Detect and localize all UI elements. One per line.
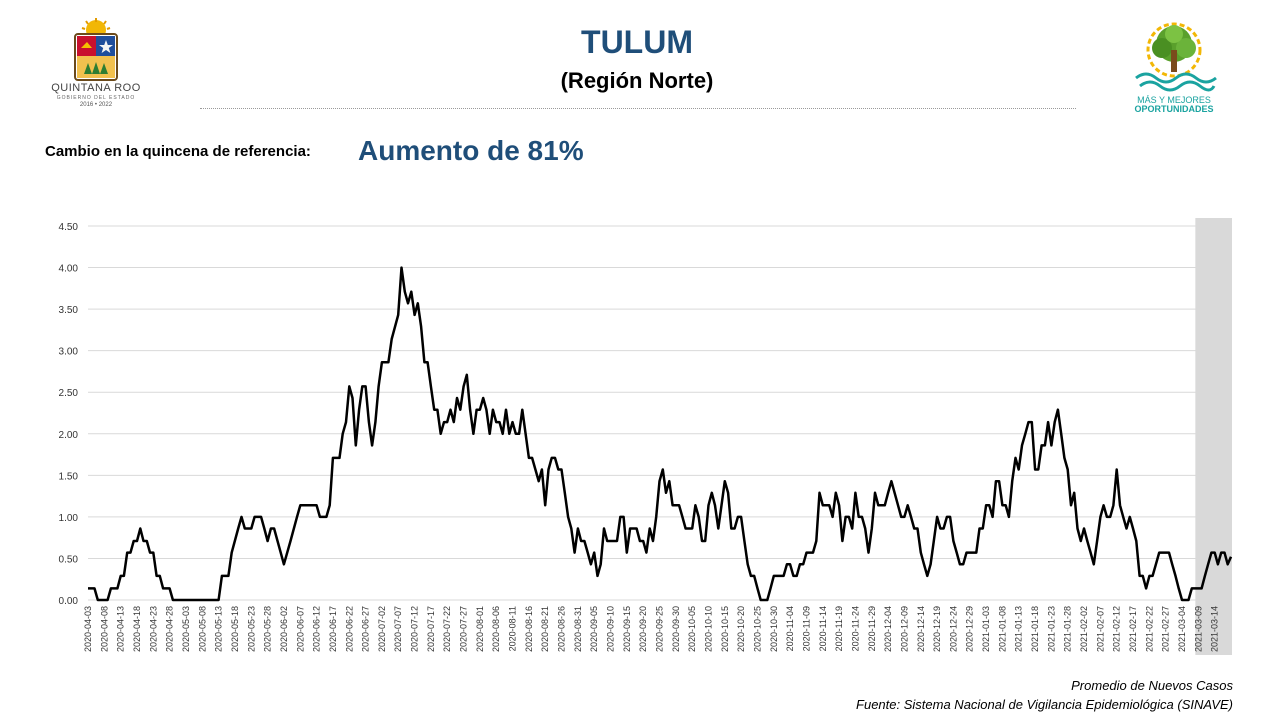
y-tick-label: 4.50 xyxy=(59,222,79,233)
x-tick-label: 2020-04-23 xyxy=(148,606,158,652)
x-tick-label: 2020-08-01 xyxy=(475,606,485,652)
x-tick-label: 2021-02-17 xyxy=(1128,606,1138,652)
x-tick-label: 2020-10-15 xyxy=(720,606,730,652)
x-tick-label: 2020-07-22 xyxy=(442,606,452,652)
x-tick-label: 2020-09-05 xyxy=(589,606,599,652)
tree-icon xyxy=(1135,22,1217,92)
x-tick-label: 2020-07-12 xyxy=(410,606,420,652)
y-tick-label: 1.50 xyxy=(59,471,79,482)
y-tick-label: 0.00 xyxy=(59,596,79,607)
y-tick-label: 0.50 xyxy=(59,554,79,565)
x-tick-label: 2020-09-10 xyxy=(606,606,616,652)
logo-tagline: GOBIERNO DEL ESTADO xyxy=(56,95,136,101)
x-tick-label: 2020-07-07 xyxy=(393,606,403,652)
x-tick-label: 2020-08-11 xyxy=(508,606,518,651)
x-tick-label: 2020-11-14 xyxy=(818,606,828,651)
x-tick-label: 2020-08-26 xyxy=(557,606,567,652)
x-tick-label: 2020-11-04 xyxy=(785,606,795,651)
x-tick-label: 2020-12-29 xyxy=(965,606,975,652)
x-tick-label: 2020-09-20 xyxy=(638,606,648,652)
x-tick-label: 2021-01-13 xyxy=(1014,606,1024,652)
x-tick-label: 2020-09-15 xyxy=(622,606,632,652)
x-tick-label: 2020-04-18 xyxy=(132,606,142,652)
x-tick-label: 2020-11-29 xyxy=(867,606,877,651)
x-tick-label: 2020-10-25 xyxy=(752,606,762,652)
change-value: Aumento de 81% xyxy=(358,135,584,166)
x-tick-label: 2020-08-16 xyxy=(524,606,534,652)
page-title: TULUM xyxy=(581,24,693,60)
x-tick-label: 2020-07-17 xyxy=(426,606,436,652)
x-tick-label: 2020-12-14 xyxy=(916,606,926,652)
x-tick-label: 2020-10-10 xyxy=(703,606,713,652)
x-tick-label: 2020-10-05 xyxy=(687,606,697,652)
x-tick-label: 2021-01-08 xyxy=(997,606,1007,652)
x-tick-label: 2020-10-30 xyxy=(769,606,779,652)
x-tick-label: 2020-05-23 xyxy=(246,606,256,652)
quintana-roo-logo: QUINTANA ROO GOBIERNO DEL ESTADO 2016 • … xyxy=(44,18,148,110)
x-tick-label: 2020-08-31 xyxy=(573,606,583,652)
y-tick-label: 2.00 xyxy=(59,430,79,441)
cases-series-line xyxy=(88,266,1233,602)
x-tick-label: 2020-06-02 xyxy=(279,606,289,652)
x-tick-label: 2020-12-19 xyxy=(932,606,942,652)
x-tick-label: 2021-01-28 xyxy=(1063,606,1073,652)
logo-name: QUINTANA ROO xyxy=(51,82,141,94)
x-tick-label: 2020-05-03 xyxy=(181,606,191,652)
x-tick-label: 2020-11-24 xyxy=(850,606,860,651)
x-tick-label: 2021-01-03 xyxy=(981,606,991,652)
x-tick-label: 2020-09-30 xyxy=(671,606,681,652)
x-tick-label: 2021-01-18 xyxy=(1030,606,1040,652)
x-tick-label: 2021-02-27 xyxy=(1161,606,1171,652)
oportunidades-logo: MÁS Y MEJORES OPORTUNIDADES xyxy=(1122,20,1226,114)
x-tick-label: 2020-08-21 xyxy=(540,606,550,652)
y-tick-label: 2.50 xyxy=(59,388,79,399)
change-label: Cambio en la quincena de referencia: xyxy=(45,143,311,160)
x-tick-label: 2021-01-23 xyxy=(1046,606,1056,652)
x-tick-label: 2020-11-09 xyxy=(801,606,811,651)
x-tick-label: 2021-02-02 xyxy=(1079,606,1089,652)
state-seal-icon xyxy=(74,18,118,81)
header-divider xyxy=(200,108,1076,109)
x-tick-label: 2020-05-13 xyxy=(214,606,224,652)
x-tick-label: 2020-04-03 xyxy=(83,606,93,652)
x-tick-label: 2020-07-27 xyxy=(459,606,469,652)
x-tick-label: 2021-03-14 xyxy=(1210,606,1220,652)
x-tick-label: 2020-05-08 xyxy=(197,606,207,652)
page-subtitle: (Región Norte) xyxy=(560,68,714,93)
x-tick-label: 2020-10-20 xyxy=(736,606,746,652)
x-tick-label: 2020-06-27 xyxy=(361,606,371,652)
x-tick-label: 2020-04-08 xyxy=(99,606,109,652)
x-tick-label: 2020-06-17 xyxy=(328,606,338,652)
source-note: Fuente: Sistema Nacional de Vigilancia E… xyxy=(856,697,1233,712)
logo-slogan-line2: OPORTUNIDADES xyxy=(1134,104,1214,114)
x-tick-label: 2021-02-07 xyxy=(1095,606,1105,652)
x-tick-label: 2020-05-28 xyxy=(263,606,273,652)
x-tick-label: 2020-08-06 xyxy=(491,606,501,652)
cases-line-chart: 0.00 0.50 1.00 1.50 2.00 2.50 3.00 3.50 4.00 4.50… xyxy=(59,218,1233,655)
y-tick-label: 3.50 xyxy=(59,305,79,316)
x-tick-label: 2020-06-12 xyxy=(312,606,322,652)
x-tick-label: 2020-09-25 xyxy=(655,606,665,652)
x-tick-label: 2020-12-24 xyxy=(948,606,958,652)
series-label: Promedio de Nuevos Casos xyxy=(1071,678,1233,693)
logo-slogan-line1: MÁS Y MEJORES xyxy=(1137,95,1211,105)
x-tick-label: 2021-03-09 xyxy=(1193,606,1203,652)
x-tick-label: 2020-04-13 xyxy=(116,606,126,652)
shaded-period xyxy=(1195,218,1232,655)
y-tick-label: 1.00 xyxy=(59,513,79,524)
x-tick-label: 2020-12-09 xyxy=(899,606,909,652)
x-tick-label: 2021-02-12 xyxy=(1112,606,1122,652)
y-tick-label: 3.00 xyxy=(59,347,79,358)
x-tick-label: 2020-12-04 xyxy=(883,606,893,652)
y-tick-label: 4.00 xyxy=(59,264,79,275)
x-tick-label: 2020-06-07 xyxy=(295,606,305,652)
x-tick-label: 2020-06-22 xyxy=(344,606,354,652)
x-tick-label: 2020-04-28 xyxy=(165,606,175,652)
x-tick-label: 2021-02-22 xyxy=(1144,606,1154,652)
logo-years: 2016 • 2022 xyxy=(79,102,113,108)
x-tick-label: 2021-03-04 xyxy=(1177,606,1187,652)
x-tick-label: 2020-05-18 xyxy=(230,606,240,652)
x-tick-label: 2020-07-02 xyxy=(377,606,387,652)
x-tick-label: 2020-11-19 xyxy=(834,606,844,651)
